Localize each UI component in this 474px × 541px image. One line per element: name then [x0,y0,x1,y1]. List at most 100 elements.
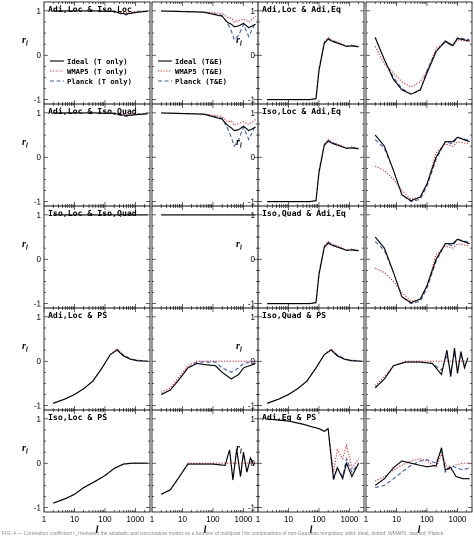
panel-frame [365,103,473,207]
panel-frame [43,409,151,513]
panel-frame [257,409,365,513]
y-tick-label: 0 [37,51,42,60]
legend-label: WMAP5 (T only) [67,67,128,76]
series-line-planck [374,352,469,389]
panel-title: Iso,Loc & Iso,Quad [48,208,137,218]
series-line-wmap5 [161,112,256,126]
panel-frame [151,205,259,309]
panel-r0-c1 [151,1,259,105]
panel-title: Iso,Quad & PS [262,310,326,320]
y-tick-label: -1 [248,504,256,513]
series-line-ideal [267,140,359,203]
panel-title: Iso,Loc & Adi,Eq [262,106,341,116]
panel-title: Iso,Quad & Adi,Eq [262,208,346,218]
panel-r2-c3 [365,205,473,309]
panel-frame [365,409,473,513]
y-axis-label: rl [22,341,28,354]
y-tick-label: 0 [251,357,256,366]
series-line-wmap5 [374,141,470,200]
series-line-ideal [267,349,362,404]
panel-frame [257,307,365,411]
x-tick-label: 1000 [235,515,253,524]
panel-r2-c0 [43,205,151,309]
panel-frame [43,103,151,207]
y-tick-label: 0 [37,153,42,162]
panel-r4-c1 [151,409,259,513]
y-tick-label: 1 [37,211,42,220]
y-axis-label: rl [22,239,28,252]
x-tick-label: 1000 [341,515,359,524]
series-line-wmap5 [53,348,148,404]
y-tick-label: -1 [248,96,256,105]
series-line-planck [161,112,257,148]
x-tick-label: 1 [256,515,261,524]
x-tick-label: 10 [284,515,293,524]
x-tick-label: 1 [150,515,155,524]
y-tick-label: 1 [251,7,256,16]
legend-label: Ideal (T&E) [175,57,223,66]
series-line-planck [267,139,359,203]
panel-r4-c3 [365,409,473,513]
x-tick-label: 100 [206,515,220,524]
series-line-ideal [267,242,359,305]
y-axis-label: rl [236,239,242,252]
panel-frame [257,205,365,309]
legend-label: Planck (T only) [67,77,132,86]
y-axis-label: rl [236,443,242,456]
y-tick-label: 1 [251,415,256,424]
series-line-planck [267,241,359,305]
x-tick-label: 100 [312,515,326,524]
panel-frame [151,307,259,411]
panel-r0-c2 [257,1,365,105]
panel-title: Iso,Loc & PS [48,412,107,422]
series-line-wmap5 [267,240,359,305]
series-line-ideal [53,10,148,15]
series-line-ideal [160,448,255,495]
panel-r1-c2 [257,103,365,207]
legend-label: WMAP5 (T&E) [175,67,223,76]
panel-frame [365,205,473,309]
y-axis-label: rl [236,137,242,150]
x-axis-label: l [204,525,207,536]
panel-title: Adi,Loc & PS [48,310,107,320]
series-line-planck [267,349,362,404]
y-tick-label: 1 [251,211,256,220]
panel-r2-c2 [257,205,365,309]
x-tick-label: 10 [178,515,187,524]
y-tick-label: 0 [251,459,256,468]
y-tick-label: 1 [251,313,256,322]
panel-r3-c0 [43,307,151,411]
y-tick-label: -1 [248,402,256,411]
y-tick-label: -1 [34,300,42,309]
series-line-ideal [53,112,148,117]
panel-r4-c0 [43,409,151,513]
series-line-ideal [53,349,148,404]
y-axis-label: rl [236,341,242,354]
y-axis-label: rl [22,35,28,48]
series-line-wmap5 [374,243,470,302]
panel-title: Adi,Loc & Iso,Quad [48,106,137,116]
series-line-planck [160,360,256,395]
panel-r3-c3 [365,307,473,411]
panel-r1-c1 [151,103,259,207]
y-tick-label: -1 [34,504,42,513]
panel-frame [43,307,151,411]
series-line-ideal [374,134,470,202]
series-line-wmap5 [267,36,359,101]
panel-frame [151,103,259,207]
series-line-ideal [374,236,470,304]
panel-r3-c1 [151,307,259,411]
x-tick-label: 1 [42,515,47,524]
panel-r4-c2 [257,409,365,513]
series-line-wmap5 [267,138,359,203]
series-line-ideal [374,347,469,389]
y-tick-label: 0 [37,459,42,468]
panel-r1-c0 [43,103,151,207]
series-line-ideal [160,362,256,395]
series-line-planck [375,447,470,489]
y-tick-label: 0 [251,255,256,264]
figure-caption: FIG. 4.— Correlation coefficient r_l bet… [2,531,445,537]
x-tick-label: 100 [98,515,112,524]
legend-label: Ideal (T only) [67,57,128,66]
